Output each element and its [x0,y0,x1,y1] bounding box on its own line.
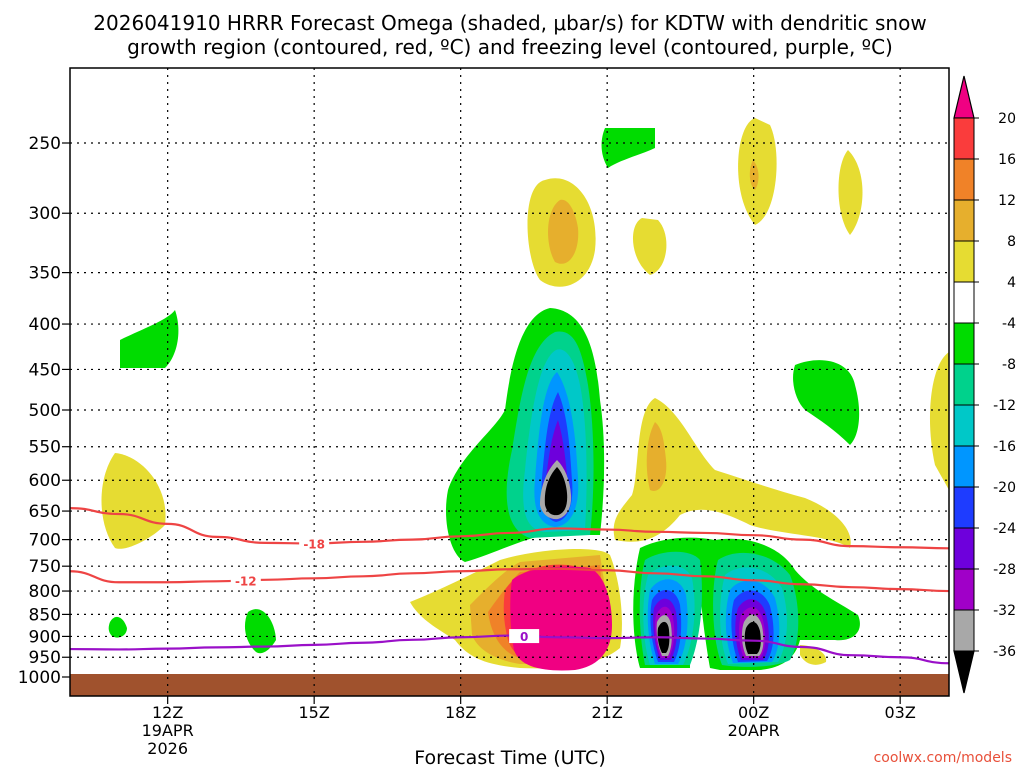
colorbar-label: 20 [998,111,1016,127]
colorbar-label: -16 [993,439,1016,455]
colorbar-segment [953,117,975,160]
colorbar-segment [953,199,975,242]
colorbar-segment [953,322,975,365]
omega-patch [744,621,761,654]
colorbar: -36 -32 -28 -24 -20 -16 -12 -8 -4 4 8 12 16 20 [953,75,1016,694]
colorbar-segment [953,445,975,488]
colorbar-label: -32 [993,603,1016,619]
y-tick-label: 350 [29,264,61,284]
colorbar-max-triangle [953,75,975,119]
omega-patch [793,360,860,445]
x-tick-date: 19APR [142,721,194,740]
colorbar-segment [953,281,975,324]
colorbar-segment [953,363,975,406]
x-tick-label: 15Z [299,703,330,722]
x-tick-date: 20APR [728,721,780,740]
omega-patch [120,310,179,368]
colorbar-label: -24 [993,521,1016,537]
credit-label: coolwx.com/models [874,750,1012,766]
isotherm-label-background [299,536,330,551]
y-tick-label: 900 [29,627,61,647]
colorbar-label: 8 [1007,234,1016,250]
x-tick-label: 18Z [445,703,476,722]
isotherm-line [70,506,949,550]
colorbar-label: -12 [993,398,1016,414]
y-tick-label: 950 [29,648,61,668]
isotherm-label-background [509,629,540,644]
omega-patch [548,199,579,264]
colorbar-min-triangle [953,650,975,694]
isotherm-label-background [230,573,261,588]
omega-patch [632,218,667,275]
y-tick-label: 600 [29,471,61,491]
colorbar-segment [953,240,975,283]
y-tick-label: 500 [29,401,61,421]
y-tick-label: 400 [29,315,61,335]
isotherm-labels: -18 -12 0 [230,536,540,644]
omega-patch [800,645,827,665]
x-tick-label: 03Z [885,703,916,722]
omega-patch [108,616,127,638]
colorbar-label: 12 [998,193,1016,209]
omega-patch [838,150,863,235]
colorbar-label: -28 [993,562,1016,578]
x-tick-label: 21Z [592,703,623,722]
colorbar-label: -20 [993,480,1016,496]
isotherm-label: 0 [520,630,528,644]
isotherm-label: -12 [235,574,257,588]
x-tick-label: 12Z [152,703,183,722]
isotherm-label: -18 [303,537,325,551]
chart-title-line2: growth region (contoured, red, ºC) and f… [127,35,893,59]
isotherm-line [70,567,949,593]
y-tick-label: 850 [29,605,61,625]
omega-shading [70,118,949,696]
colorbar-segment [953,404,975,447]
omega-patch [544,467,568,516]
omega-patch [101,453,166,549]
omega-patch [646,422,667,491]
y-tick-label: 750 [29,557,61,577]
chart-title-line1: 2026041910 HRRR Forecast Omega (shaded, … [93,11,926,35]
plot-frame [69,67,950,697]
colorbar-label: -8 [1002,357,1016,373]
y-tick-label: 700 [29,531,61,551]
omega-patch [510,566,612,671]
omega-patch [929,352,949,490]
colorbar-segment [953,158,975,201]
x-axis-label: Forecast Time (UTC) [414,747,605,768]
ground-surface [70,674,949,696]
y-tick-label: 250 [29,134,61,154]
omega-patch [244,609,276,654]
colorbar-label: -4 [1002,316,1016,332]
colorbar-segment [953,568,975,611]
x-tick-year: 2026 [147,739,188,758]
y-tick-label: 1000 [18,668,61,688]
x-tick-label: 00Z [738,703,769,722]
y-tick-label: 450 [29,360,61,380]
colorbar-label: 16 [998,152,1016,168]
colorbar-label: -36 [993,644,1016,660]
omega-patch [601,128,655,168]
colorbar-segment [953,527,975,570]
y-tick-label: 650 [29,502,61,522]
colorbar-segment [953,486,975,529]
y-tick-label: 300 [29,204,61,224]
y-tick-label: 550 [29,438,61,458]
y-tick-label: 800 [29,582,61,602]
colorbar-label: 4 [1007,275,1016,291]
colorbar-segment [953,609,975,652]
